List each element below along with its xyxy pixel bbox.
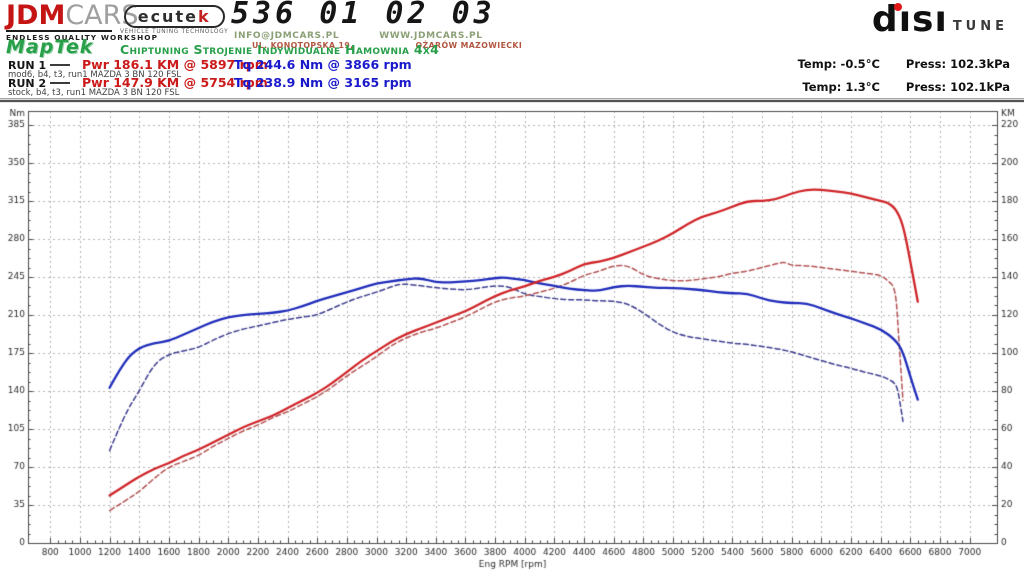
email-text: INFO@JDMCARS.PL [234, 31, 340, 41]
brand-jdm: JDM [6, 0, 66, 31]
address-city: OŻARÓW MAZOWIECKI [415, 41, 523, 50]
tune-wordmark: TUNE [952, 19, 1008, 34]
website-text: WWW.JDMCARS.PL [379, 31, 483, 41]
run2-description: stock, b4, t3, run1 MAZDA 3 BN 120 FSL [8, 88, 180, 98]
address-row: UL. KONOTOPSKA 19, OŻARÓW MAZOWIECKI [252, 41, 522, 50]
run2-label: RUN 2 [8, 77, 47, 90]
run2-torque-peak: Tq 238.9 Nm @ 3165 rpm [234, 75, 412, 90]
run1-environment: Temp: -0.5°C Press: 102.3kPa [798, 57, 1010, 71]
services-text: Chiptuning Strojenie Indywidualne Hamown… [120, 42, 440, 57]
contact-row: INFO@JDMCARS.PL WWW.JDMCARS.PL [234, 31, 483, 41]
report-header: JDMCARS ENDLESS QUALITY WORKSHOP ecutek … [0, 0, 1024, 98]
jdmcars-brand: JDMCARS [6, 2, 139, 30]
jdmcars-tagline: ENDLESS QUALITY WORKSHOP [6, 30, 157, 42]
run2-press: Press: 102.1kPa [905, 80, 1010, 94]
run1-temp: Temp: -0.5°C [797, 57, 880, 71]
run1-power-peak: Pwr 186.1 KM @ 5897 rpm [82, 57, 268, 72]
run2-power-peak: Pwr 147.9 KM @ 5754 rpm [82, 75, 268, 90]
run1-press: Press: 102.3kPa [905, 57, 1010, 71]
address-street: UL. KONOTOPSKA 19, [252, 41, 354, 50]
run1-label: RUN 1 [8, 59, 47, 72]
disi-wordmark: dısı [871, 0, 948, 40]
maptek-logo: MapTek [6, 36, 94, 58]
run1-torque-peak: Tq 244.6 Nm @ 3866 rpm [234, 57, 412, 72]
phone-number: 536 01 02 03 [231, 0, 496, 31]
dyno-chart-canvas [0, 98, 1024, 576]
run1-line-swatch [50, 63, 70, 66]
run1-legend-row: RUN 1 Pwr 186.1 KM @ 5897 rpm Tq 244.6 N… [8, 57, 412, 72]
run2-line-swatch [50, 81, 70, 84]
ecutek-name: ecutek [137, 7, 211, 26]
run2-temp: Temp: 1.3°C [802, 80, 880, 94]
run1-description: mod6, b4, t3, run1 MAZDA 3 BN 120 FSL [8, 70, 182, 80]
run2-legend-row: RUN 2 Pwr 147.9 KM @ 5754 rpm Tq 238.9 N… [8, 75, 412, 90]
red-dot-icon [893, 3, 902, 11]
ecutek-logo: ecutek VEHICLE TUNING TECHNOLOGY [120, 5, 228, 35]
run2-environment: Temp: 1.3°C Press: 102.1kPa [802, 80, 1010, 94]
disitune-logo: dısı TUNE [872, 0, 1008, 40]
ecutek-oval: ecutek [123, 5, 225, 28]
ecutek-tagline: VEHICLE TUNING TECHNOLOGY [120, 29, 229, 35]
